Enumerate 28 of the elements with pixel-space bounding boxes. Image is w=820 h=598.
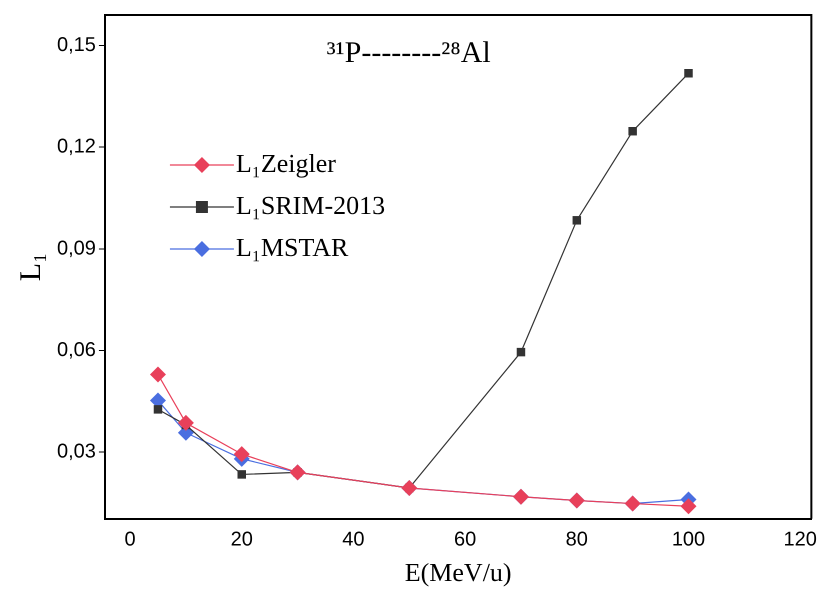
point	[178, 414, 194, 431]
point	[572, 216, 582, 225]
y-tick-label: 0,06	[56, 338, 96, 361]
point	[150, 366, 166, 382]
point	[628, 126, 637, 136]
legend-label: L₁MSTAR	[236, 232, 350, 262]
legend-label: L₁Zeigler	[236, 148, 336, 178]
text: ³¹P--------²⁸Al	[326, 36, 491, 69]
x-tick-label: 20	[230, 528, 253, 550]
point	[516, 348, 526, 356]
x-tick-label: 40	[342, 528, 365, 550]
legend-label: L₁SRIM-2013	[236, 190, 386, 220]
x-tick-label: 60	[454, 528, 476, 550]
point	[684, 69, 693, 78]
x-axis-title: E(MeV/u)	[404, 558, 512, 588]
x-tick-label: 80	[566, 528, 588, 550]
x-tick-label: 120	[784, 528, 817, 550]
point	[234, 446, 250, 462]
point	[154, 405, 162, 414]
y-tick-label: 0,03	[56, 440, 96, 463]
y-axis-title: L₁	[14, 252, 47, 282]
y-tick-label: 0,15	[56, 34, 96, 56]
point	[238, 470, 246, 479]
y-tick-label: 0,12	[56, 136, 96, 158]
point	[680, 498, 696, 514]
x-tick-label: 0	[124, 528, 136, 550]
y-tick-label: 0,09	[56, 237, 96, 260]
x-tick-label: 100	[672, 528, 706, 550]
